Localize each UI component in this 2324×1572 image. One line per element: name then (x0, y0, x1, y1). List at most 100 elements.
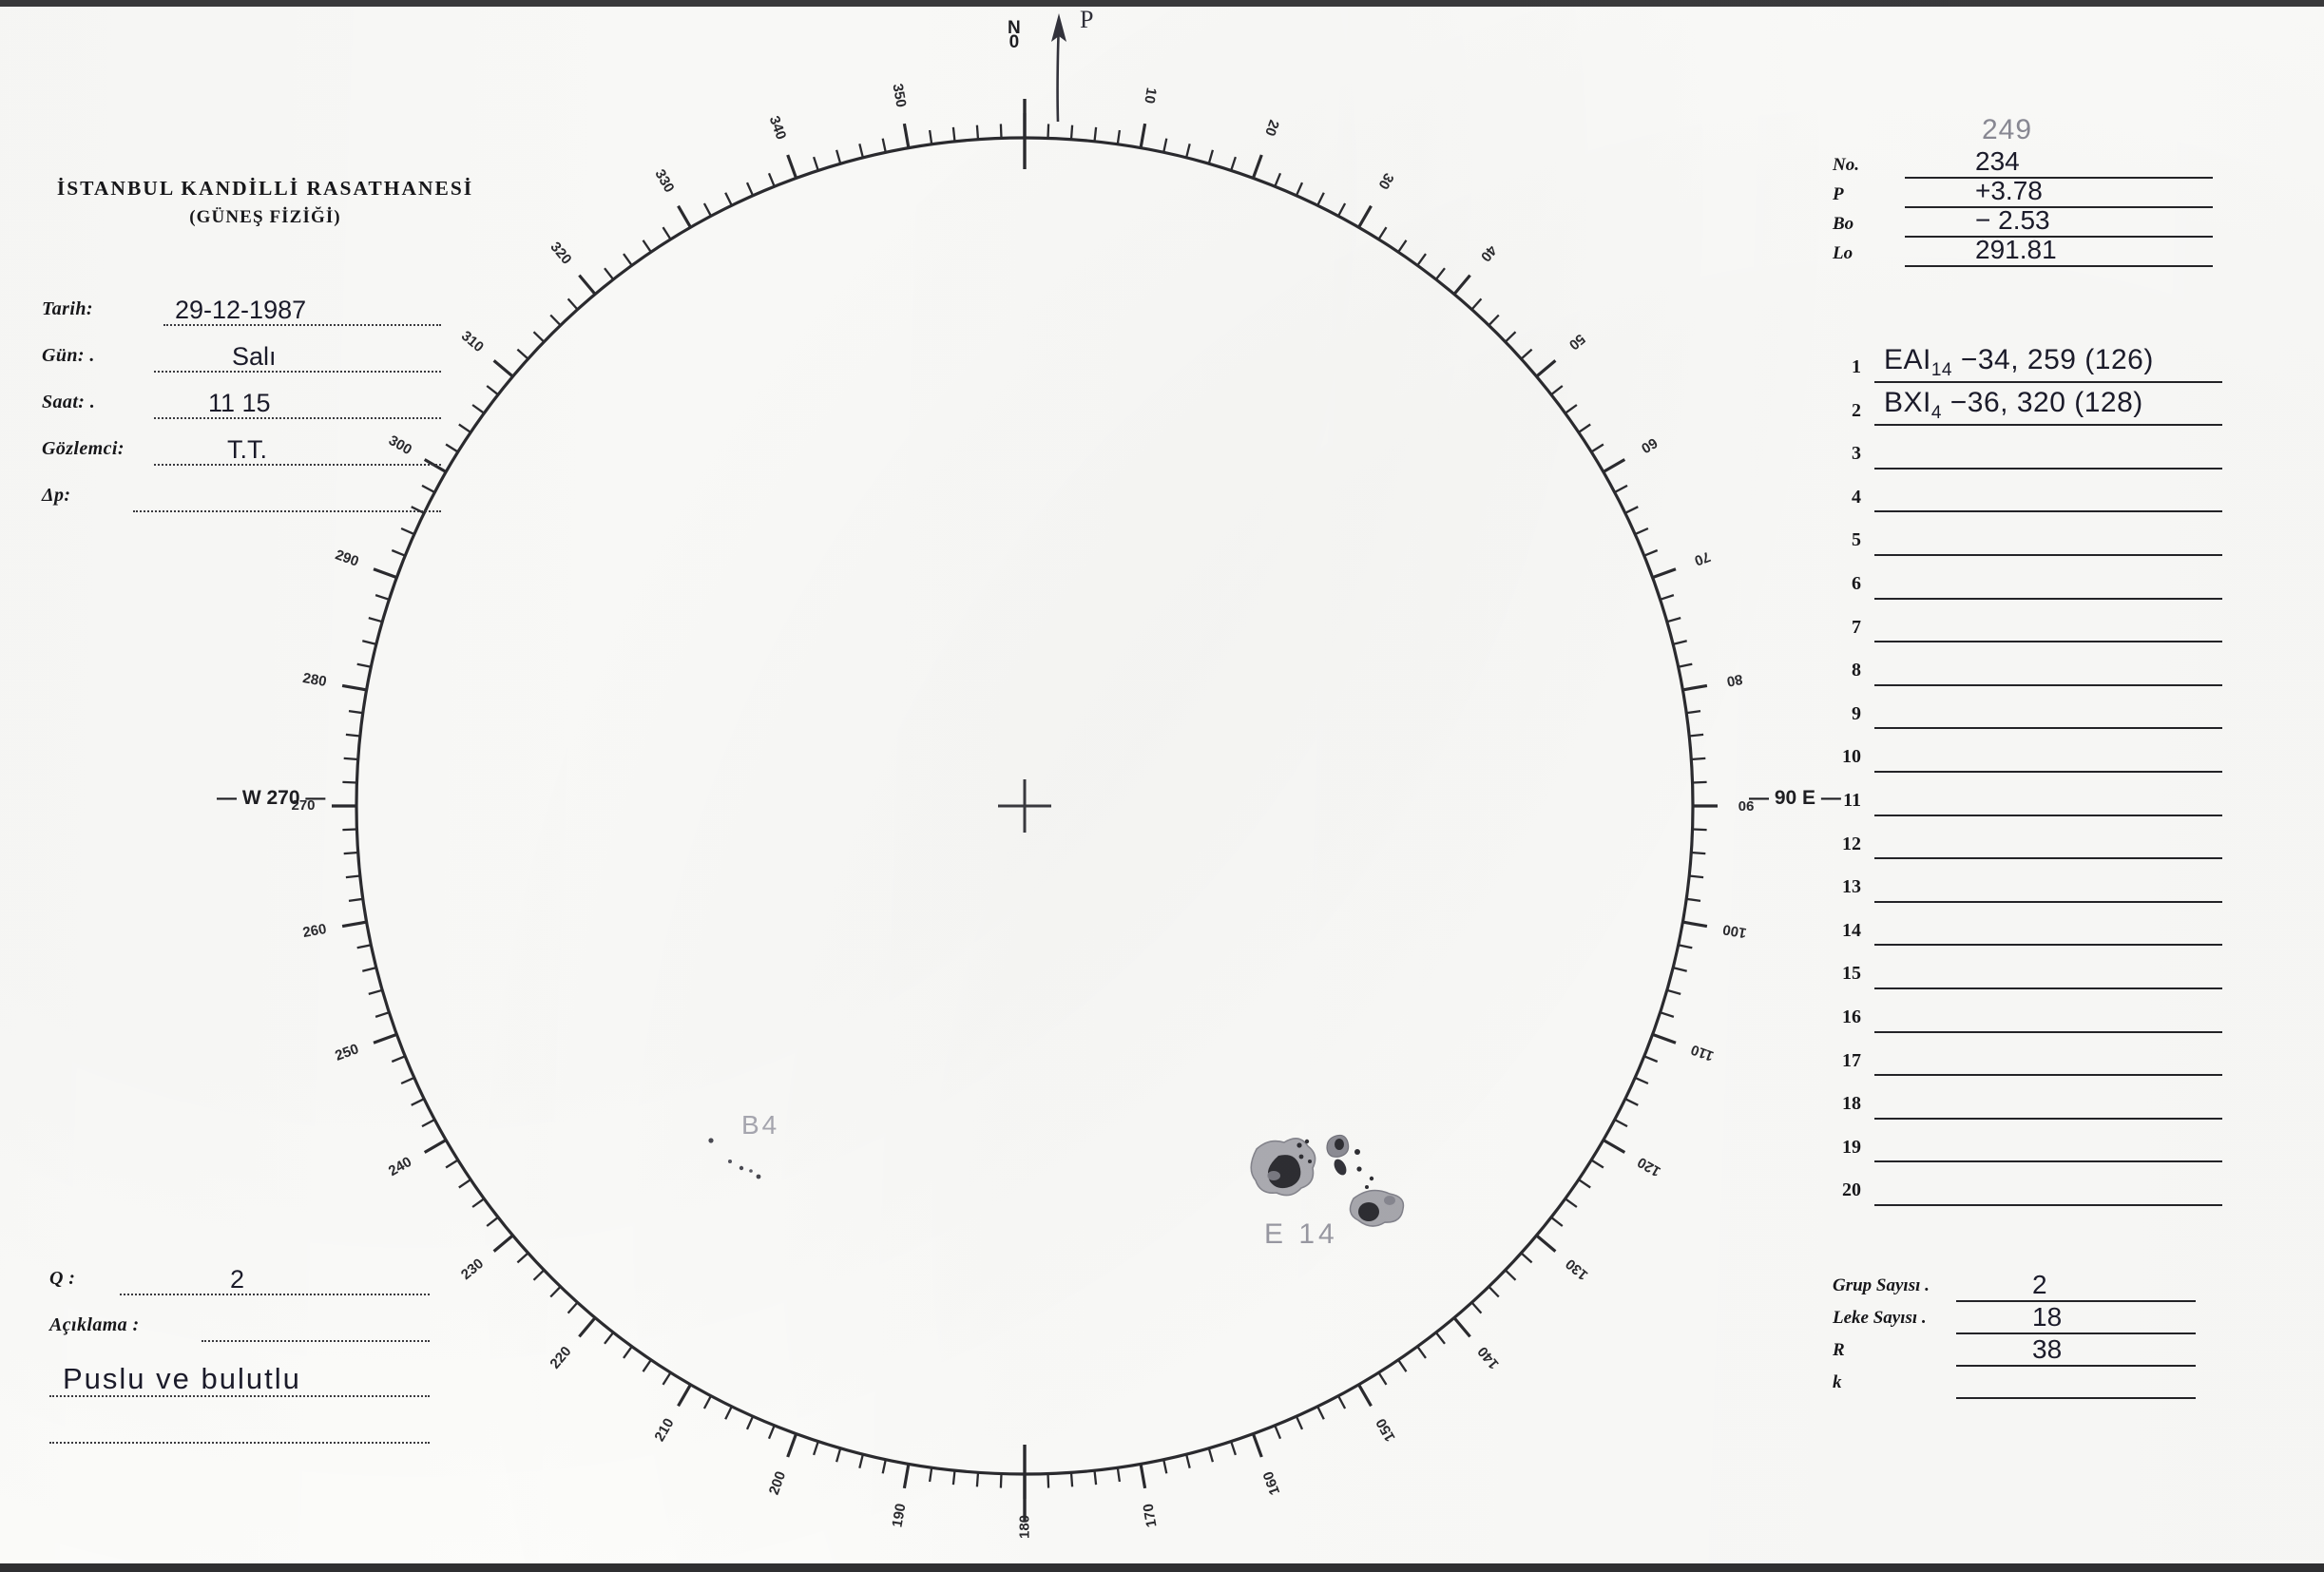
group-row-rule (1874, 770, 2222, 773)
field-label: Tarih: (42, 298, 93, 319)
minor-tick (999, 124, 1003, 139)
minor-tick (532, 331, 546, 343)
summary-row: Leke Sayısı . 18 (1833, 1302, 2213, 1336)
page-top-edge (0, 0, 2324, 7)
group-row-value[interactable]: BXI4 −36, 320 (128) (1884, 387, 2143, 424)
summary-value[interactable]: 2 (2032, 1270, 2047, 1299)
minor-tick (1624, 1098, 1639, 1106)
summary-label: R (1833, 1340, 1845, 1360)
field-dotted-rule (154, 464, 441, 466)
remarks-row: Açıklama : (49, 1306, 430, 1352)
group-row-number: 7 (1852, 616, 1861, 638)
sunspot-group-label-b4: B4 (741, 1110, 780, 1140)
north-zero: 0 (1008, 32, 1020, 52)
group-row-number: 8 (1852, 660, 1861, 681)
orientation-label: Bo (1833, 214, 1854, 234)
minor-tick (1047, 1473, 1050, 1488)
orientation-row: Bo − 2.53 (1833, 205, 2213, 240)
sunspot-group-table: 1 EAI14 −34, 259 (126) 2 BXI4 −36, 320 (128… (1833, 344, 2222, 1214)
group-row-number: 2 (1852, 399, 1861, 421)
field-dotted-rule (202, 1340, 430, 1342)
group-row: 14 (1833, 911, 2222, 954)
summary-value[interactable]: 18 (2032, 1302, 2063, 1332)
major-tick (578, 1316, 597, 1338)
page-bottom-edge (0, 1563, 2324, 1572)
major-tick (677, 1383, 692, 1408)
major-tick (1357, 204, 1373, 229)
group-row-rule (1874, 510, 2222, 513)
field-label: Saat: . (42, 392, 96, 412)
minor-tick (471, 1198, 485, 1208)
group-row: 6 (1833, 564, 2222, 607)
minor-tick (458, 1179, 471, 1189)
orientation-rule (1905, 206, 2213, 208)
minor-tick (1550, 385, 1564, 396)
group-row-number: 3 (1852, 443, 1861, 465)
minor-tick (1416, 1346, 1427, 1359)
weather-remark-value[interactable]: Puslu ve bulutlu (63, 1362, 301, 1395)
orientation-rule (1905, 236, 2213, 238)
field-value[interactable]: T.T. (227, 435, 268, 464)
minor-tick (567, 297, 579, 311)
quality-remarks-form: Q : 2 Açıklama : Puslu ve bulutlu (49, 1259, 430, 1454)
field-value[interactable]: 29-12-1987 (175, 296, 307, 324)
group-row-value[interactable]: EAI14 −34, 259 (126) (1884, 344, 2154, 381)
major-tick (492, 1234, 514, 1253)
orientation-value[interactable]: 234 (1975, 146, 2020, 176)
form-row: Gün: . Salı (42, 336, 441, 383)
group-coordinates: −36, 320 (128) (1941, 387, 2143, 419)
minor-tick (1207, 1447, 1215, 1463)
orientation-value[interactable]: +3.78 (1975, 176, 2043, 205)
field-value[interactable]: 2 (230, 1265, 245, 1294)
major-tick (1535, 1234, 1557, 1253)
major-tick (1682, 683, 1708, 692)
major-tick (1535, 359, 1557, 378)
minor-tick (1688, 874, 1704, 879)
group-row-number: 5 (1852, 529, 1861, 551)
minor-tick (1093, 1469, 1098, 1486)
minor-tick (1397, 1359, 1408, 1372)
major-tick (1139, 1464, 1147, 1489)
group-row-number: 16 (1842, 1006, 1861, 1027)
orientation-value[interactable]: − 2.53 (1975, 205, 2050, 235)
minor-tick (1678, 944, 1693, 949)
summary-value[interactable]: 38 (2032, 1334, 2063, 1364)
minor-tick (375, 594, 390, 601)
minor-tick (1377, 1371, 1388, 1386)
group-coordinates: −34, 259 (126) (1952, 343, 2154, 375)
east-cardinal-marker: — 90 E — (1749, 787, 1841, 809)
group-row-rule (1874, 814, 2222, 816)
minor-tick (516, 348, 529, 360)
group-row-rule (1874, 857, 2222, 860)
minor-tick (724, 1406, 733, 1420)
observation-metadata-form: Tarih: 29-12-1987 Gün: . Salı Saat: . 11 15 Gö… (42, 290, 441, 523)
minor-tick (702, 1395, 713, 1409)
west-cardinal-marker: — W 270 — (217, 787, 326, 809)
major-tick (423, 458, 448, 473)
group-row: 17 (1833, 1041, 2222, 1084)
field-dotted-rule (163, 324, 441, 326)
minor-tick (1184, 144, 1191, 159)
remarks-empty-row (49, 1408, 430, 1454)
minor-tick (1397, 240, 1408, 253)
minor-tick (1093, 126, 1098, 143)
group-spot-count: 14 (1930, 359, 1952, 380)
major-tick (1682, 920, 1708, 929)
minor-tick (1230, 156, 1237, 171)
field-label: Gün: . (42, 345, 95, 366)
minor-tick (1162, 1459, 1168, 1474)
group-row: 1 EAI14 −34, 259 (126) (1833, 344, 2222, 391)
minor-tick (835, 1447, 842, 1463)
major-tick (1452, 274, 1471, 296)
orientation-value[interactable]: 291.81 (1975, 235, 2057, 264)
minor-tick (1590, 443, 1604, 453)
position-angle-label: P (1080, 6, 1094, 33)
field-value[interactable]: 11 15 (208, 389, 271, 417)
position-angle-arrow (1051, 13, 1066, 123)
minor-tick (1504, 331, 1517, 343)
field-dotted-rule (120, 1294, 430, 1295)
major-tick (1652, 1032, 1677, 1045)
field-value[interactable]: Salı (232, 342, 277, 371)
note-dotted-rule (49, 1442, 430, 1444)
major-tick (677, 204, 692, 229)
